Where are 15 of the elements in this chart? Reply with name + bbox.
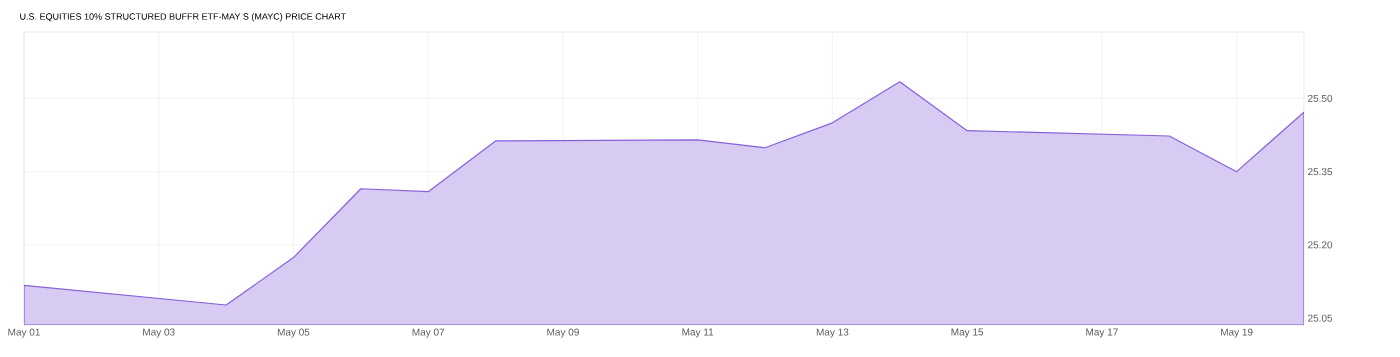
y-tick-label: 25.05 (1308, 314, 1333, 322)
x-tick-label: May 15 (951, 328, 984, 338)
x-tick-label: May 07 (412, 328, 445, 338)
x-tick-label: May 17 (1086, 328, 1118, 338)
chart-title: U.S. EQUITIES 10% STRUCTURED BUFFR ETF-MAY S (MAYC) PRICE CHART (20, 13, 346, 22)
y-tick-label: 25.50 (1308, 94, 1333, 102)
x-tick-label: May 11 (682, 328, 714, 338)
x-tick-label: May 01 (8, 328, 40, 338)
x-tick-label: May 03 (143, 328, 175, 338)
x-tick-label: May 05 (277, 328, 310, 338)
x-tick-label: May 13 (816, 328, 849, 338)
y-tick-label: 25.35 (1308, 168, 1333, 176)
y-tick-label: 25.20 (1308, 241, 1333, 249)
x-tick-label: May 19 (1221, 328, 1253, 338)
x-tick-label: May 09 (547, 328, 579, 338)
